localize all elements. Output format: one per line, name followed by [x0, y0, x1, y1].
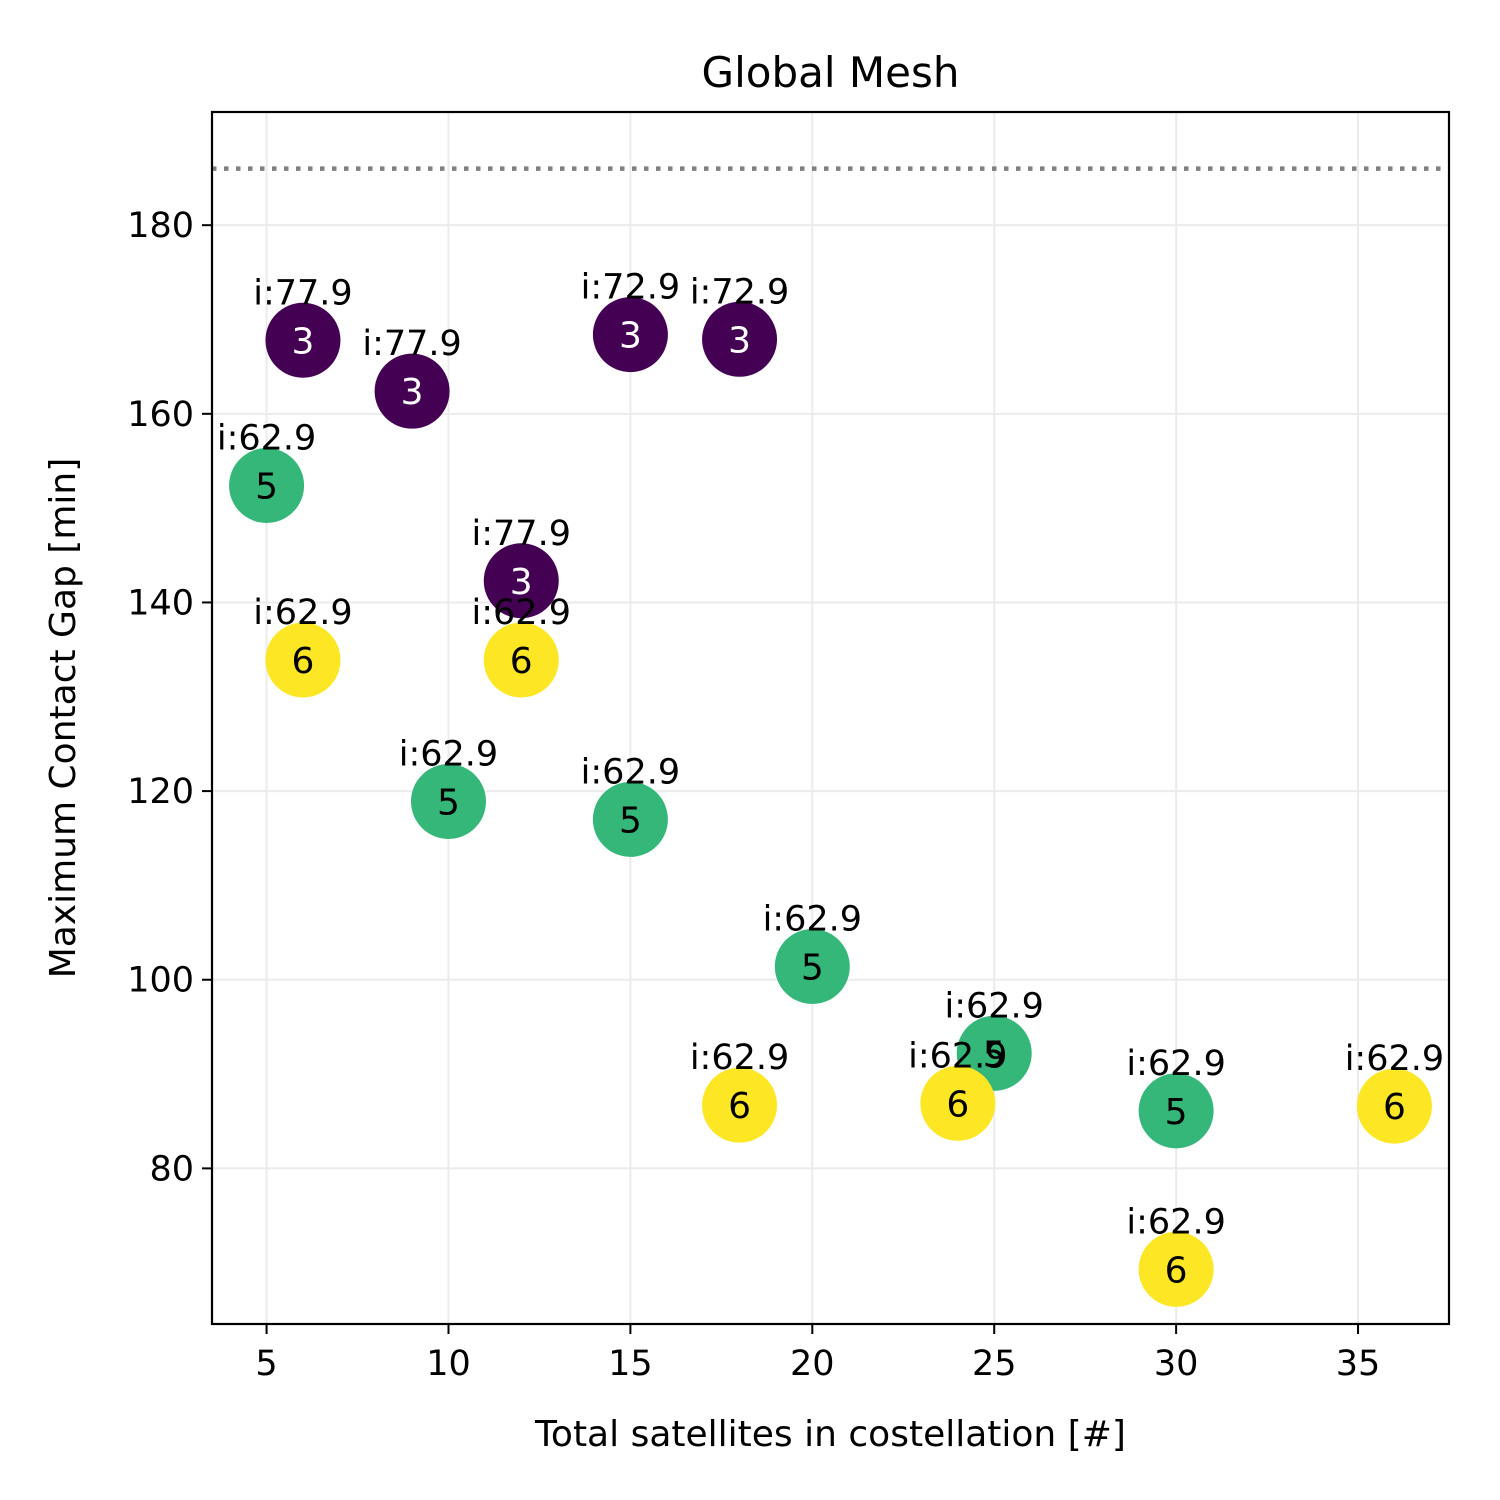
point-label: 5	[801, 948, 824, 989]
point-label: 3	[292, 321, 315, 362]
y-axis-label: Maximum Contact Gap [min]	[43, 458, 84, 979]
point-annotation: i:62.9	[399, 734, 498, 774]
point-marker	[920, 1065, 996, 1141]
point-label: 3	[510, 562, 533, 603]
y-tick-label: 100	[127, 961, 194, 1001]
point-marker	[229, 448, 305, 524]
x-tick-label: 25	[972, 1344, 1017, 1384]
chart-title: Global Mesh	[702, 48, 960, 97]
data-point: 3 i:77.9	[362, 324, 462, 429]
x-tick-label: 30	[1154, 1344, 1199, 1384]
point-annotation: i:72.9	[581, 268, 680, 308]
data-point: 6 i:62.9	[253, 593, 353, 698]
point-label: 3	[728, 320, 751, 361]
y-tick-label: 180	[127, 206, 194, 246]
point-marker	[265, 302, 341, 378]
point-label: 5	[255, 467, 278, 508]
point-label: 6	[292, 641, 315, 682]
data-point: 3 i:72.9	[690, 272, 789, 377]
point-label: 3	[401, 372, 424, 413]
data-points: 3i:77.93i:77.9 3i:72.93i:72.93i:77.95i:62…	[217, 268, 1444, 1307]
point-marker	[702, 1067, 778, 1143]
point-marker	[374, 353, 450, 429]
x-tick-label: 35	[1336, 1344, 1381, 1384]
point-label: 3	[619, 316, 642, 357]
y-tick-label: 80	[149, 1149, 194, 1189]
point-label: 5	[1165, 1092, 1188, 1133]
data-point: 5 i:62.9	[399, 734, 498, 839]
x-tick-label: 15	[608, 1344, 653, 1384]
plot-frame	[210, 110, 1451, 1326]
data-point: 5 i:62.9	[581, 752, 680, 857]
y-tick-label: 140	[127, 583, 194, 623]
point-annotation: i:62.9	[253, 593, 352, 633]
y-tick-label: 160	[127, 395, 194, 435]
point-label: 6	[728, 1086, 751, 1127]
x-tick-label: 10	[426, 1344, 471, 1384]
point-marker	[1138, 1073, 1214, 1149]
point-marker	[1138, 1231, 1214, 1307]
point-label: 6	[946, 1084, 969, 1125]
point-label: 6	[1383, 1087, 1406, 1128]
point-annotation: i:77.9	[362, 324, 461, 364]
data-point: 6 i:62.9	[472, 593, 571, 698]
point-annotation: i:62.9	[581, 752, 680, 792]
point-annotation: i:62.9	[944, 986, 1043, 1026]
point-annotation: i:77.9	[472, 514, 571, 554]
x-axis-label: Total satellites in costellation [#]	[534, 1414, 1126, 1455]
x-tick-label: 5	[255, 1344, 277, 1384]
point-marker	[265, 622, 341, 698]
point-annotation: i:62.9	[1126, 1202, 1225, 1242]
data-point: 6 i:62.9	[1126, 1202, 1226, 1307]
point-label: 6	[1165, 1250, 1188, 1291]
data-point: 5 i:62.9	[944, 986, 1044, 1091]
point-marker	[774, 929, 850, 1005]
data-point: 3 i:77.9	[472, 514, 571, 619]
point-marker	[483, 622, 559, 698]
point-marker	[1356, 1068, 1432, 1144]
point-marker	[592, 297, 668, 373]
data-point: 6 i:62.9	[1345, 1039, 1444, 1144]
point-label: 5	[437, 782, 460, 823]
data-point: 5 i:62.9	[1126, 1044, 1226, 1149]
x-tick-label: 20	[790, 1344, 835, 1384]
x-axis-ticks: 5 10 15 20 25 30 35	[255, 1324, 1380, 1384]
point-annotation: i:62.9	[690, 1038, 789, 1078]
point-label: 5	[619, 800, 642, 841]
data-point: 3 i:72.9	[581, 268, 680, 373]
data-point: 6 i:62.9	[690, 1038, 789, 1143]
point-marker	[483, 543, 559, 619]
point-annotation: i:62.9	[1126, 1044, 1225, 1084]
point-marker	[410, 763, 486, 839]
data-point: 5 i:62.9	[217, 419, 316, 524]
data-point: 6 i:62.9	[908, 1036, 1008, 1141]
point-marker	[592, 781, 668, 857]
point-annotation: i:62.9	[763, 900, 862, 940]
point-marker	[702, 301, 778, 377]
point-annotation: i:62.9	[472, 593, 571, 633]
point-annotation: i:77.9	[253, 273, 352, 313]
y-axis-ticks: 80 100 120 140 160 180	[127, 206, 212, 1189]
point-annotation: i:72.9	[690, 272, 789, 312]
point-label: 5	[983, 1034, 1006, 1075]
data-point: 5 i:62.9	[763, 900, 862, 1005]
data-point: 3 i:77.9	[253, 273, 353, 378]
y-tick-label: 120	[127, 772, 194, 812]
point-label: 6	[510, 641, 533, 682]
point-annotation: i:62.9	[1345, 1039, 1444, 1079]
point-annotation: i:62.9	[217, 419, 316, 459]
point-annotation: i:62.9	[908, 1036, 1007, 1076]
